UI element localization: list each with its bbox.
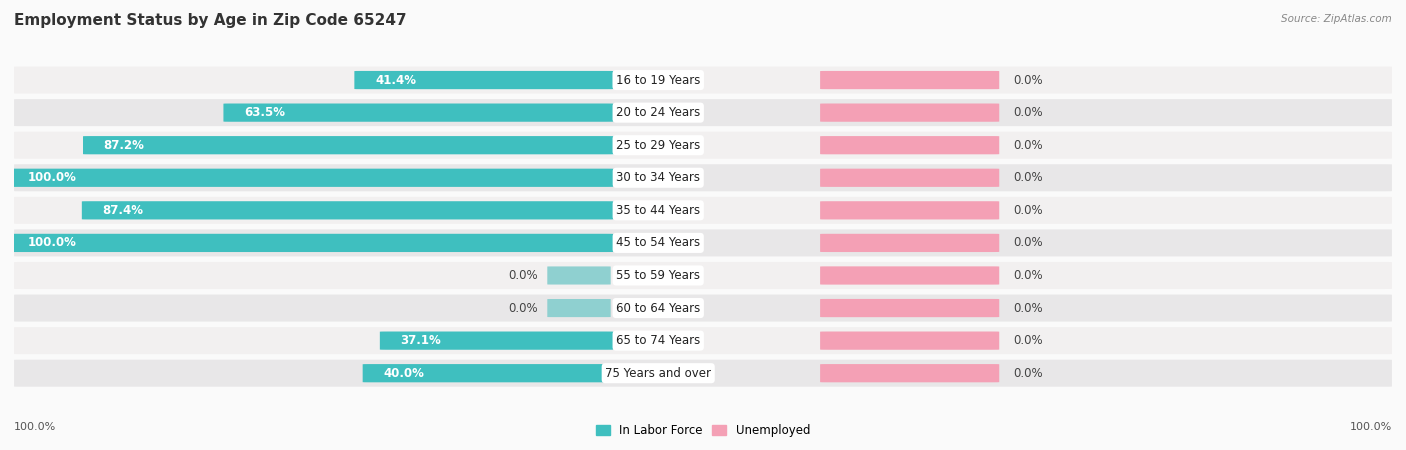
Text: 60 to 64 Years: 60 to 64 Years — [616, 302, 700, 315]
FancyBboxPatch shape — [820, 299, 1000, 317]
FancyBboxPatch shape — [7, 234, 613, 252]
Text: 0.0%: 0.0% — [1012, 204, 1043, 217]
Text: 0.0%: 0.0% — [1012, 73, 1043, 86]
Text: 75 Years and over: 75 Years and over — [605, 367, 711, 380]
Text: 45 to 54 Years: 45 to 54 Years — [616, 236, 700, 249]
Text: 100.0%: 100.0% — [14, 422, 56, 432]
FancyBboxPatch shape — [547, 299, 610, 317]
FancyBboxPatch shape — [820, 201, 1000, 220]
Text: 65 to 74 Years: 65 to 74 Years — [616, 334, 700, 347]
FancyBboxPatch shape — [820, 104, 1000, 122]
FancyBboxPatch shape — [14, 327, 1392, 354]
FancyBboxPatch shape — [14, 230, 1392, 256]
Text: 0.0%: 0.0% — [1012, 367, 1043, 380]
Text: 25 to 29 Years: 25 to 29 Years — [616, 139, 700, 152]
Text: 55 to 59 Years: 55 to 59 Years — [616, 269, 700, 282]
FancyBboxPatch shape — [14, 262, 1392, 289]
FancyBboxPatch shape — [820, 234, 1000, 252]
Text: 0.0%: 0.0% — [1012, 302, 1043, 315]
Text: 0.0%: 0.0% — [1012, 236, 1043, 249]
FancyBboxPatch shape — [14, 132, 1392, 159]
Text: 30 to 34 Years: 30 to 34 Years — [616, 171, 700, 184]
Text: 0.0%: 0.0% — [1012, 139, 1043, 152]
Text: 63.5%: 63.5% — [245, 106, 285, 119]
Text: Employment Status by Age in Zip Code 65247: Employment Status by Age in Zip Code 652… — [14, 14, 406, 28]
Legend: In Labor Force, Unemployed: In Labor Force, Unemployed — [591, 419, 815, 441]
FancyBboxPatch shape — [363, 364, 613, 382]
FancyBboxPatch shape — [820, 332, 1000, 350]
FancyBboxPatch shape — [14, 295, 1392, 322]
FancyBboxPatch shape — [14, 67, 1392, 94]
FancyBboxPatch shape — [820, 169, 1000, 187]
Text: 41.4%: 41.4% — [375, 73, 416, 86]
FancyBboxPatch shape — [7, 169, 613, 187]
FancyBboxPatch shape — [14, 197, 1392, 224]
Text: Source: ZipAtlas.com: Source: ZipAtlas.com — [1281, 14, 1392, 23]
Text: 87.2%: 87.2% — [104, 139, 145, 152]
FancyBboxPatch shape — [14, 99, 1392, 126]
FancyBboxPatch shape — [820, 364, 1000, 382]
Text: 100.0%: 100.0% — [28, 171, 77, 184]
Text: 0.0%: 0.0% — [508, 269, 537, 282]
Text: 100.0%: 100.0% — [1350, 422, 1392, 432]
FancyBboxPatch shape — [83, 136, 613, 154]
Text: 20 to 24 Years: 20 to 24 Years — [616, 106, 700, 119]
Text: 35 to 44 Years: 35 to 44 Years — [616, 204, 700, 217]
Text: 0.0%: 0.0% — [508, 302, 537, 315]
FancyBboxPatch shape — [14, 360, 1392, 387]
FancyBboxPatch shape — [820, 71, 1000, 89]
Text: 0.0%: 0.0% — [1012, 106, 1043, 119]
Text: 40.0%: 40.0% — [384, 367, 425, 380]
FancyBboxPatch shape — [380, 332, 613, 350]
Text: 0.0%: 0.0% — [1012, 269, 1043, 282]
Text: 87.4%: 87.4% — [103, 204, 143, 217]
Text: 100.0%: 100.0% — [28, 236, 77, 249]
FancyBboxPatch shape — [820, 266, 1000, 284]
Text: 37.1%: 37.1% — [401, 334, 441, 347]
FancyBboxPatch shape — [547, 266, 610, 284]
FancyBboxPatch shape — [82, 201, 613, 220]
FancyBboxPatch shape — [14, 164, 1392, 191]
FancyBboxPatch shape — [354, 71, 613, 89]
FancyBboxPatch shape — [820, 136, 1000, 154]
Text: 16 to 19 Years: 16 to 19 Years — [616, 73, 700, 86]
Text: 0.0%: 0.0% — [1012, 171, 1043, 184]
FancyBboxPatch shape — [224, 104, 613, 122]
Text: 0.0%: 0.0% — [1012, 334, 1043, 347]
